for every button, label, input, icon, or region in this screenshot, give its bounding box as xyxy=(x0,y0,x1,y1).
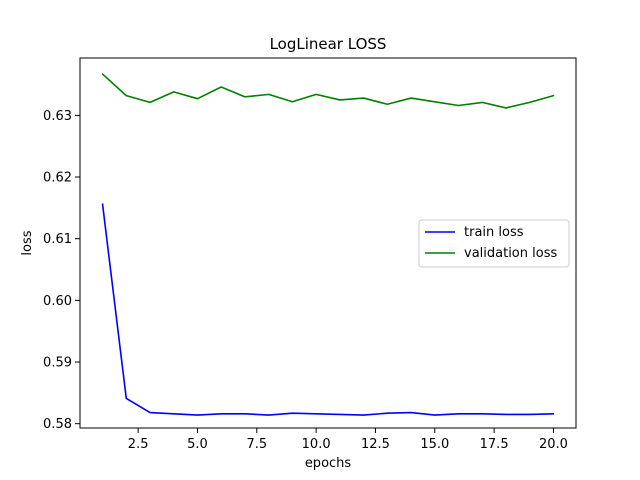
train-loss-line xyxy=(101,203,555,416)
y-tick-label: 0.60 xyxy=(43,294,72,309)
y-tick-label: 0.63 xyxy=(43,109,72,124)
y-tick-label: 0.58 xyxy=(43,417,72,432)
x-tick-label: 17.5 xyxy=(480,437,509,452)
plot-area-frame xyxy=(79,57,577,429)
x-axis-ticks: 2.5 5.0 7.5 10.0 12.5 15.0 17.5 20.0 xyxy=(128,428,568,452)
legend-validation-loss-label: validation loss xyxy=(464,246,557,261)
y-axis-ticks: 0.58 0.59 0.60 0.61 0.62 0.63 xyxy=(43,109,80,432)
x-tick-label: 2.5 xyxy=(128,437,149,452)
y-axis-label: loss xyxy=(20,230,35,255)
legend-train-loss-label: train loss xyxy=(464,225,524,240)
y-tick-label: 0.59 xyxy=(43,356,72,371)
x-tick-label: 15.0 xyxy=(420,437,449,452)
series-layer xyxy=(101,73,555,416)
legend-box xyxy=(418,219,570,268)
legend: train loss validation loss xyxy=(418,219,570,268)
x-tick-label: 12.5 xyxy=(361,437,390,452)
x-tick-label: 5.0 xyxy=(187,437,208,452)
y-tick-label: 0.61 xyxy=(43,232,72,247)
x-tick-label: 20.0 xyxy=(539,437,568,452)
x-axis-label: epochs xyxy=(305,456,352,471)
x-tick-label: 10.0 xyxy=(302,437,331,452)
y-tick-label: 0.62 xyxy=(43,171,72,186)
validation-loss-line xyxy=(101,73,555,109)
chart-title: LogLinear LOSS xyxy=(270,35,387,53)
x-tick-label: 7.5 xyxy=(246,437,267,452)
